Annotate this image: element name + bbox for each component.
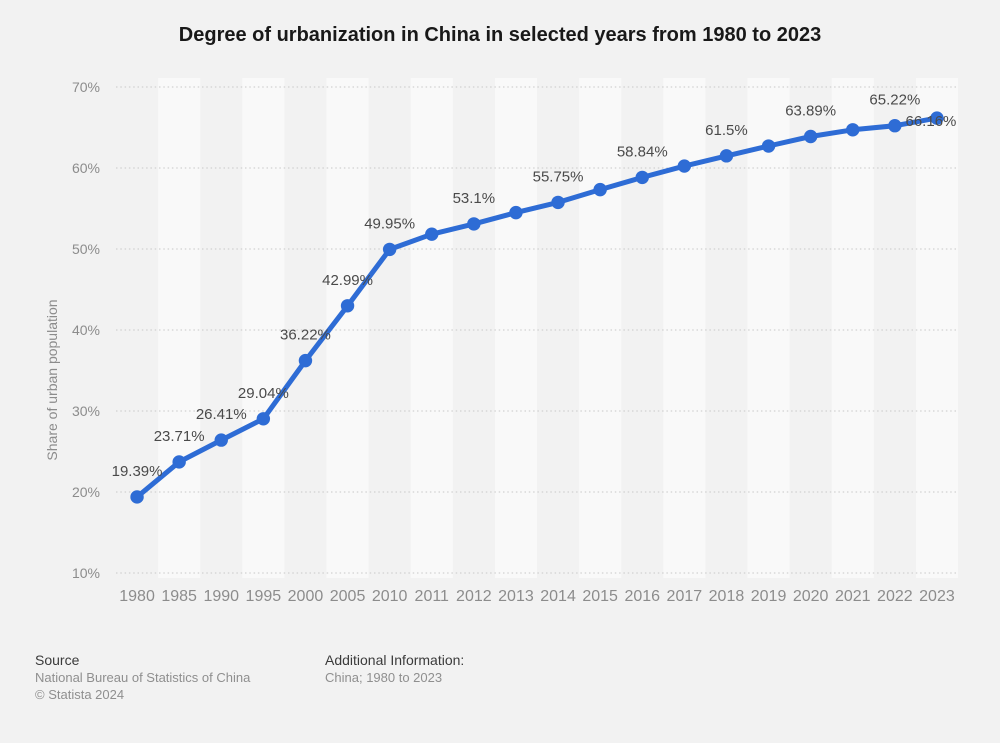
plot-band <box>410 78 453 578</box>
x-tick-label: 2023 <box>919 588 955 605</box>
additional-info-value: China; 1980 to 2023 <box>325 670 443 685</box>
data-point-label: 19.39% <box>112 463 163 480</box>
data-point-label: 65.22% <box>869 92 920 109</box>
x-tick-label: 2000 <box>288 588 324 605</box>
data-point-label: 36.22% <box>280 327 331 344</box>
plot-band <box>579 78 622 578</box>
data-point[interactable] <box>425 227 439 241</box>
data-point-label: 55.75% <box>533 168 584 185</box>
data-point-label: 29.04% <box>238 385 289 402</box>
chart-canvas: 10% 20% 30% 40% 50% 60% 70% 1980 1985 1990 1995 200… <box>44 78 958 605</box>
x-tick-label: 1995 <box>246 588 282 605</box>
x-tick-label: 2017 <box>667 588 703 605</box>
chart-title: Degree of urbanization in China in selec… <box>178 24 822 46</box>
data-point-label: 53.1% <box>453 190 496 207</box>
data-point[interactable] <box>298 353 313 368</box>
y-axis-title: Share of urban population <box>44 299 60 460</box>
additional-info-heading: Additional Information: <box>325 652 465 668</box>
data-point-label: 63.89% <box>785 102 836 119</box>
x-tick-label: 2012 <box>456 588 492 605</box>
data-point[interactable] <box>803 129 818 144</box>
x-tick-label: 2016 <box>624 588 660 605</box>
series-line <box>134 115 940 500</box>
data-point[interactable] <box>551 195 565 210</box>
x-tick-label: 2021 <box>835 588 871 605</box>
data-point[interactable] <box>677 159 692 173</box>
data-point-label: 42.99% <box>322 272 373 289</box>
y-tick-label: 10% <box>72 565 100 581</box>
source-block: Source National Bureau of Statistics of … <box>35 651 250 703</box>
x-tick-label: 2018 <box>709 588 745 605</box>
plot-band <box>663 78 706 578</box>
plot-band <box>242 78 285 578</box>
x-tick-label: 1985 <box>161 588 197 605</box>
x-tick-label: 2015 <box>582 588 618 605</box>
data-point[interactable] <box>130 490 144 504</box>
plot-band <box>494 78 537 578</box>
additional-info-block: Additional Information: China; 1980 to 2… <box>325 651 464 686</box>
data-point-label: 66.16% <box>906 113 957 130</box>
x-tick-label: 1980 <box>119 588 155 605</box>
plot-band <box>747 78 790 578</box>
data-point[interactable] <box>719 149 734 163</box>
plot-band <box>915 78 958 578</box>
data-point-label: 26.41% <box>196 406 247 423</box>
data-point[interactable] <box>846 123 860 137</box>
x-tick-label: 2019 <box>751 588 787 605</box>
x-tick-label: 2005 <box>330 588 366 605</box>
x-tick-label: 2022 <box>877 588 913 605</box>
y-tick-label: 40% <box>72 322 100 338</box>
x-tick-label: 2010 <box>372 588 408 605</box>
plot-band <box>831 78 874 578</box>
data-point[interactable] <box>256 412 271 426</box>
x-tick-label: 2020 <box>793 588 829 605</box>
y-tick-label: 70% <box>72 79 100 95</box>
data-point[interactable] <box>593 182 607 197</box>
data-point-label: 23.71% <box>154 428 205 445</box>
data-point[interactable] <box>635 170 649 185</box>
source-heading: Source <box>35 652 80 668</box>
x-tick-label: 2011 <box>415 588 450 605</box>
data-point[interactable] <box>172 455 186 469</box>
data-point[interactable] <box>888 119 902 133</box>
y-tick-label: 50% <box>72 241 100 257</box>
y-tick-label: 30% <box>72 403 100 419</box>
data-point-label: 49.95% <box>364 215 415 232</box>
source-name: National Bureau of Statistics of China <box>35 670 251 685</box>
copyright-text: © Statista 2024 <box>35 687 125 702</box>
data-point[interactable] <box>509 205 523 220</box>
data-point[interactable] <box>214 433 228 447</box>
data-point[interactable] <box>467 217 481 231</box>
data-point-label: 61.5% <box>705 122 748 139</box>
data-point[interactable] <box>930 111 944 125</box>
data-point[interactable] <box>340 299 355 313</box>
data-point-label: 58.84% <box>617 143 668 160</box>
data-point[interactable] <box>761 139 776 153</box>
plot-band <box>158 78 201 578</box>
x-tick-label: 1990 <box>203 588 239 605</box>
x-tick-label: 2013 <box>498 588 534 605</box>
y-tick-label: 20% <box>72 484 100 500</box>
x-tick-label: 2014 <box>540 588 576 605</box>
y-tick-label: 60% <box>72 160 100 176</box>
data-point[interactable] <box>382 242 397 257</box>
